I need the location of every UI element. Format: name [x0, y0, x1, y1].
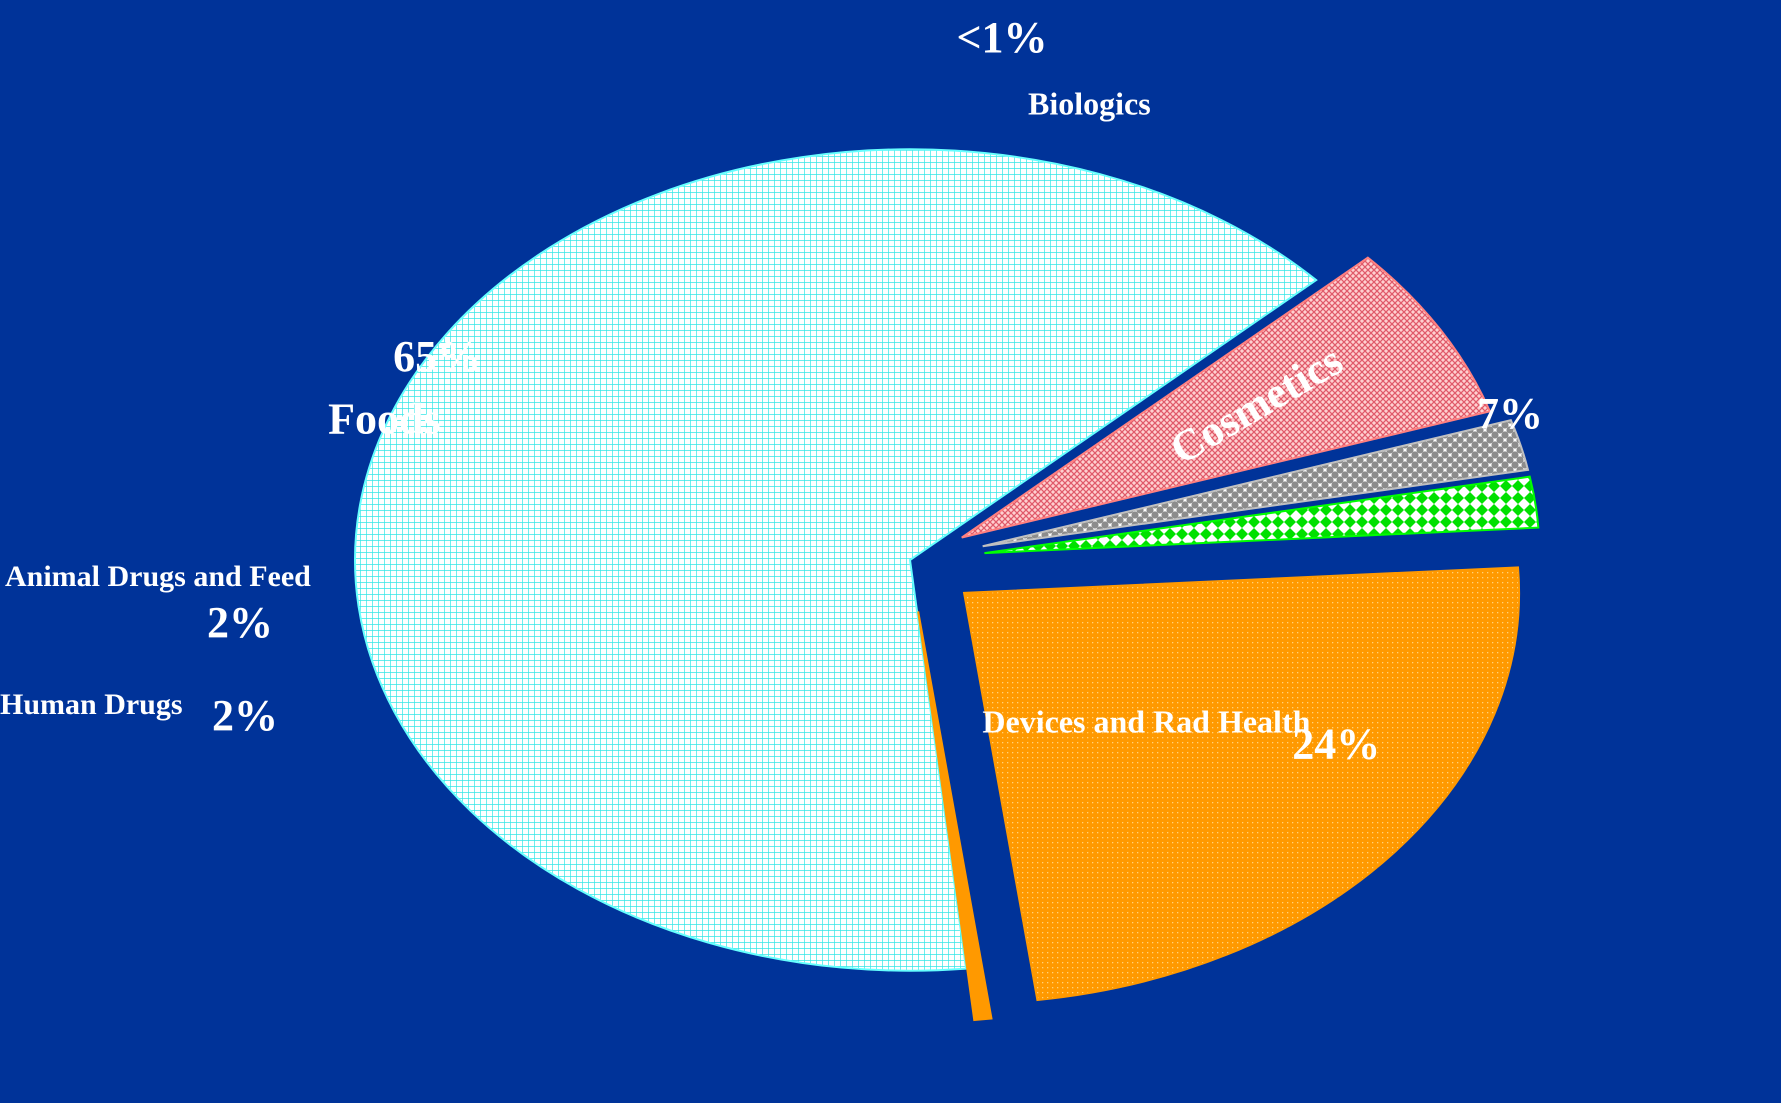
pie-slice-human-drugs	[982, 418, 1530, 548]
pie-slice-biologics	[917, 611, 993, 1022]
slice-percent-cosmetics: 7%	[1477, 389, 1543, 438]
slice-label-human-drugs: Human Drugs	[0, 688, 183, 721]
slice-label-foods: Foods	[328, 394, 440, 443]
pie-slice-devices-and-rad-health	[962, 566, 1521, 1002]
pie-slice-animal-drugs-and-feed	[984, 475, 1540, 555]
slice-percent-devices-and-rad-health: 24%	[1292, 719, 1380, 768]
pie-slice-cosmetics	[961, 256, 1492, 539]
slice-label-devices-and-rad-health: Devices and Rad Health	[982, 703, 1310, 739]
pie-slice-foods	[354, 148, 1318, 972]
slice-label-animal-drugs-and-feed: Animal Drugs and Feed	[5, 560, 311, 593]
slice-percent-human-drugs: 2%	[212, 691, 278, 740]
slice-percent-biologics: <1%	[956, 13, 1047, 62]
slice-percent-animal-drugs-and-feed: 2%	[207, 598, 273, 647]
slice-percent-foods: 65%	[393, 332, 481, 381]
slice-label-biologics: Biologics	[1028, 85, 1151, 121]
